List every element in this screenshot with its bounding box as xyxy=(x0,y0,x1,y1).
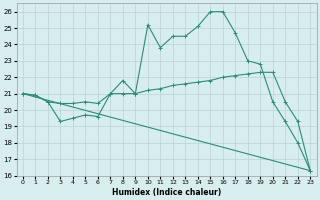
X-axis label: Humidex (Indice chaleur): Humidex (Indice chaleur) xyxy=(112,188,221,197)
